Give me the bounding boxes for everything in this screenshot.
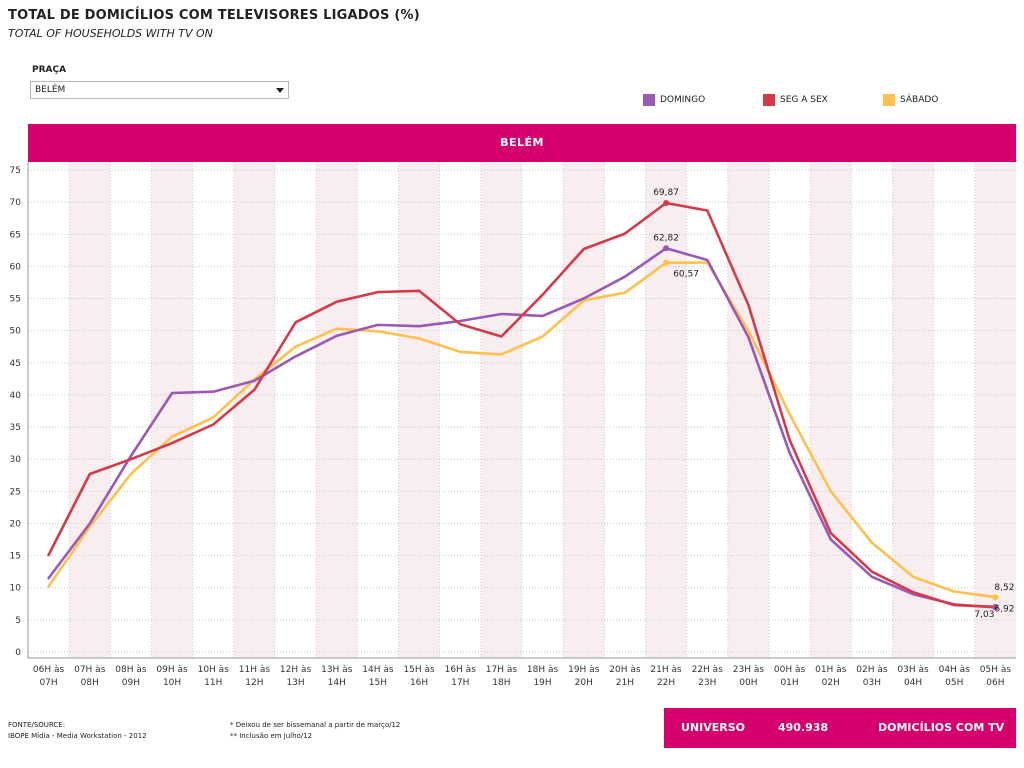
data-label: 60,57	[673, 270, 699, 280]
column-band	[316, 162, 358, 658]
y-tick-label: 35	[10, 423, 21, 433]
page-title: TOTAL DE DOMICÍLIOS COM TELEVISORES LIGA…	[8, 8, 420, 23]
data-label: 7,03	[974, 610, 994, 620]
legend-item-seg-a-sex[interactable]: SEG A SEX	[763, 93, 828, 107]
x-tick-label: 05H às 06H	[980, 665, 1012, 688]
x-tick-label: 14H às 15H	[362, 665, 394, 688]
x-tick-label: 11H às 12H	[239, 665, 271, 688]
footer-source: FONTE/SOURCE: IBOPE Mídia - Media Workst…	[8, 720, 147, 742]
y-tick-label: 10	[10, 584, 22, 594]
column-band	[645, 162, 687, 658]
x-tick-label: 23H às 00H	[733, 665, 765, 688]
x-tick-label: 01H às 02H	[815, 665, 847, 688]
x-tick-label: 10H às 11H	[198, 665, 230, 688]
x-tick-label: 12H às 13H	[280, 665, 312, 688]
y-tick-label: 20	[10, 519, 22, 529]
y-tick-label: 25	[10, 487, 21, 497]
x-tick-label: 15H às 16H	[403, 665, 435, 688]
column-band	[233, 162, 275, 658]
x-tick-label: 03H às 04H	[897, 665, 929, 688]
series-line-seg-a-sex	[47, 201, 997, 609]
data-label: 6,92	[994, 605, 1014, 615]
page-subtitle: TOTAL OF HOUSEHOLDS WITH TV ON	[8, 27, 213, 40]
data-point-marker	[992, 594, 999, 601]
column-band	[563, 162, 605, 658]
legend-label-seg-a-sex: SEG A SEX	[780, 95, 828, 105]
data-point-marker	[992, 604, 999, 611]
y-tick-label: 60	[10, 262, 22, 272]
y-tick-label: 5	[15, 616, 21, 626]
data-point-marker	[663, 245, 670, 252]
x-tick-label: 07H às 08H	[74, 665, 106, 688]
data-label: 62,82	[653, 233, 679, 243]
legend-item-sabado[interactable]: SÁBADO	[883, 93, 938, 107]
x-tick-label: 19H às 20H	[568, 665, 600, 688]
y-tick-label: 75	[10, 166, 21, 176]
note-2: ** Inclusão em julho/12	[230, 732, 313, 740]
universo-label: UNIVERSO	[681, 721, 746, 734]
y-tick-label: 70	[10, 198, 22, 208]
source-text: IBOPE Mídia - Media Workstation - 2012	[8, 732, 147, 740]
data-point-marker	[663, 199, 670, 206]
y-tick-label: 15	[10, 552, 21, 562]
legend-swatch-domingo	[643, 93, 655, 106]
x-tick-label: 08H às 09H	[115, 665, 147, 688]
x-tick-label: 13H às 14H	[321, 665, 353, 688]
legend-label-domingo: DOMINGO	[660, 95, 706, 105]
x-tick-label: 09H às 10H	[156, 665, 188, 688]
line-chart: 0 5 10 15 20 25 30 35 40 45 50 55 60 65 70 75 06H às 07H 0…	[10, 162, 1016, 688]
universo-value: 490.938	[778, 721, 829, 734]
y-tick-label: 30	[10, 455, 22, 465]
x-tick-label: 04H às 05H	[939, 665, 971, 688]
x-tick-label: 21H às 22H	[650, 665, 682, 688]
column-band	[810, 162, 852, 658]
source-label: FONTE/SOURCE:	[8, 721, 66, 729]
x-tick-label: 17H às 18H	[486, 665, 518, 688]
x-tick-label: 16H às 17H	[445, 665, 477, 688]
series-line-s-bado	[47, 261, 997, 599]
column-band	[974, 162, 1016, 658]
legend-swatch-seg-a-sex	[763, 93, 775, 106]
data-point-marker	[663, 259, 670, 266]
filter-label: PRAÇA	[32, 65, 67, 75]
x-tick-label: 22H às 23H	[692, 665, 724, 688]
column-band	[69, 162, 111, 658]
praca-select-value: BELÉM	[35, 85, 66, 95]
praca-select[interactable]: BELÉM	[30, 81, 289, 99]
note-1: * Deixou de ser bissemanal a partir de m…	[230, 721, 401, 729]
column-band	[151, 162, 193, 658]
column-band	[398, 162, 440, 658]
x-tick-label: 06H às 07H	[33, 665, 65, 688]
y-tick-label: 0	[15, 648, 21, 658]
y-tick-label: 45	[10, 359, 21, 369]
legend-item-domingo[interactable]: DOMINGO	[643, 93, 705, 107]
y-tick-label: 55	[10, 295, 21, 305]
x-tick-label: 00H às 01H	[774, 665, 806, 688]
data-label: 8,52	[994, 583, 1014, 593]
legend-label-sabado: SÁBADO	[900, 95, 939, 105]
y-tick-label: 50	[10, 327, 22, 337]
footer-notes: * Deixou de ser bissemanal a partir de m…	[230, 720, 400, 742]
column-band	[727, 162, 769, 658]
chevron-down-icon[interactable]	[276, 88, 284, 93]
y-tick-label: 40	[10, 391, 22, 401]
universo-unit: DOMICÍLIOS COM TV	[878, 721, 1005, 734]
x-tick-label: 20H às 21H	[609, 665, 641, 688]
x-tick-label: 02H às 03H	[856, 665, 888, 688]
universo-panel: UNIVERSO 490.938 DOMICÍLIOS COM TV	[664, 708, 1016, 748]
data-label: 69,87	[653, 188, 679, 198]
chart-banner: BELÉM	[28, 124, 1016, 162]
column-band	[480, 162, 522, 658]
x-tick-label: 18H às 19H	[527, 665, 559, 688]
legend-swatch-sabado	[883, 93, 895, 106]
y-tick-label: 65	[10, 230, 21, 240]
